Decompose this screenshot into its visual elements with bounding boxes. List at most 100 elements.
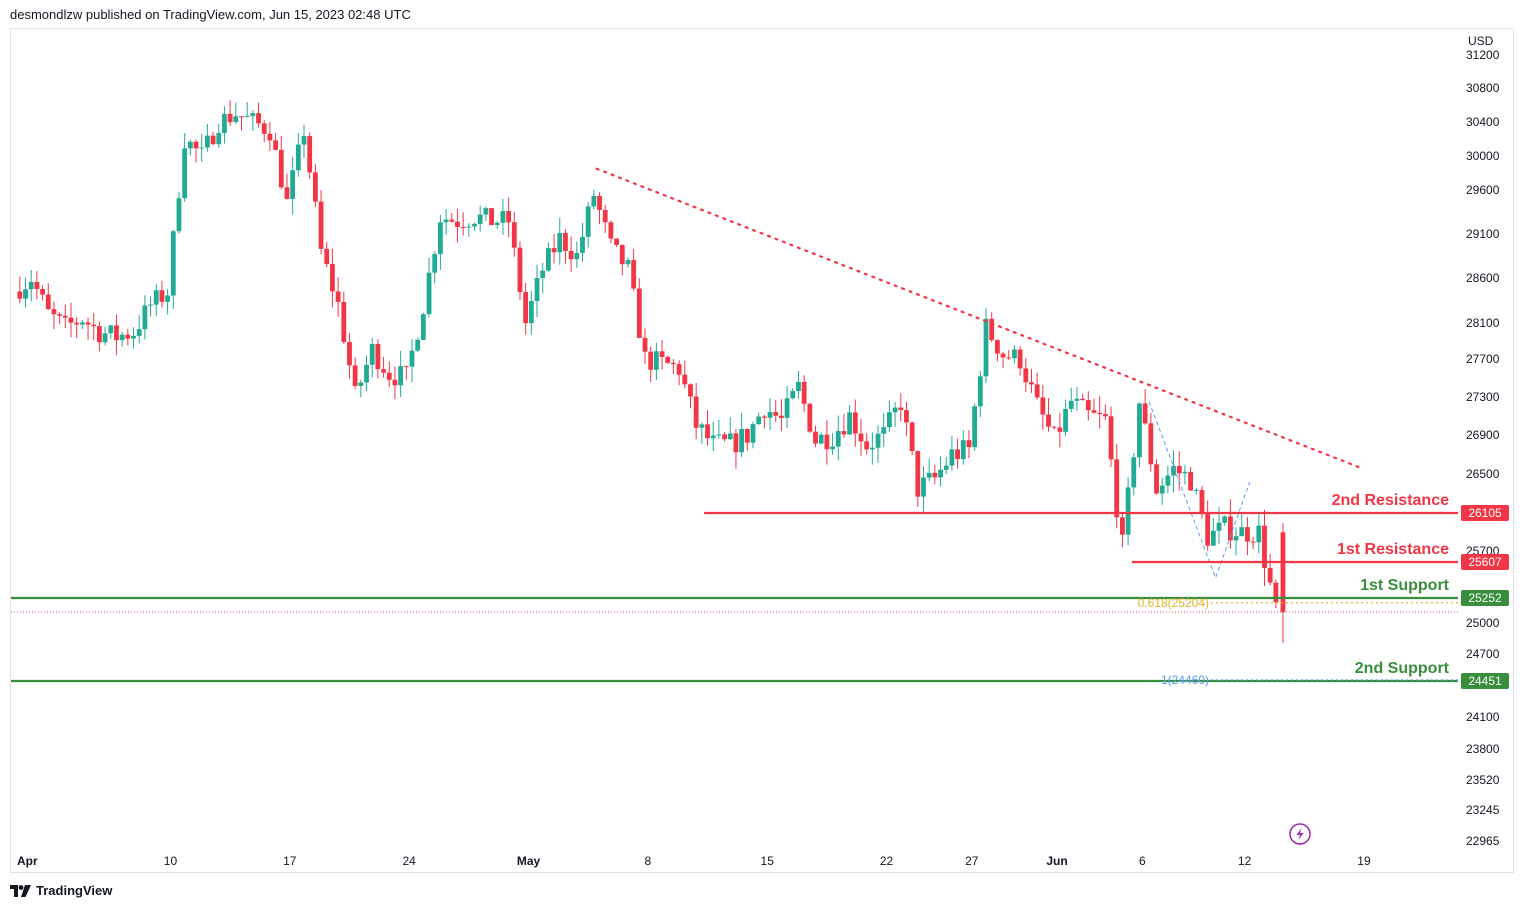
candle-body bbox=[250, 113, 256, 117]
time-tick-label: 24 bbox=[402, 854, 416, 868]
candle-body bbox=[267, 133, 273, 141]
chart-frame[interactable]: 2nd Resistance 1st Resistance 1st Support 2… bbox=[10, 28, 1514, 873]
candle bbox=[761, 414, 767, 429]
candle bbox=[540, 262, 546, 294]
candle bbox=[824, 420, 830, 465]
price-tick-label: 23520 bbox=[1466, 773, 1500, 787]
candle-body bbox=[1256, 525, 1262, 543]
candle bbox=[886, 400, 892, 432]
candle bbox=[1182, 464, 1188, 485]
candle-body bbox=[45, 294, 51, 310]
candle-body bbox=[108, 325, 114, 334]
candle bbox=[182, 133, 188, 202]
candle bbox=[97, 321, 102, 352]
candle-body bbox=[227, 113, 233, 123]
candle bbox=[295, 132, 301, 177]
candle bbox=[557, 217, 563, 265]
candle-body bbox=[102, 333, 108, 343]
fib-label: 1(24460) bbox=[1161, 673, 1209, 687]
candle bbox=[904, 402, 909, 437]
candle bbox=[1085, 391, 1091, 421]
candle-body bbox=[921, 477, 926, 497]
candle-body bbox=[807, 403, 813, 432]
candle bbox=[892, 402, 898, 428]
candle bbox=[91, 312, 97, 341]
candle bbox=[1091, 398, 1097, 414]
candle-body bbox=[648, 351, 654, 370]
candle bbox=[511, 211, 517, 257]
candle bbox=[364, 355, 369, 392]
candle bbox=[1074, 387, 1080, 411]
price-chart[interactable]: 2nd Resistance 1st Resistance 1st Support 2… bbox=[11, 29, 1513, 872]
candle-body bbox=[318, 201, 324, 249]
candle-body bbox=[307, 136, 313, 173]
candle bbox=[210, 131, 216, 146]
candle-body bbox=[608, 222, 614, 239]
candle-body bbox=[784, 398, 790, 418]
candle-body bbox=[233, 116, 239, 123]
candle-body bbox=[278, 149, 284, 188]
candle bbox=[671, 359, 676, 375]
candle-body bbox=[483, 208, 489, 215]
candle-body bbox=[983, 318, 989, 377]
candle-body bbox=[989, 318, 995, 341]
time-tick-label: 10 bbox=[164, 854, 178, 868]
candle-body bbox=[869, 447, 875, 450]
candle-body bbox=[364, 364, 369, 383]
candle bbox=[796, 370, 801, 399]
candle bbox=[830, 433, 835, 455]
candle bbox=[199, 133, 205, 162]
time-tick-label: 12 bbox=[1238, 854, 1252, 868]
candle-body bbox=[756, 416, 762, 425]
candle bbox=[869, 432, 875, 465]
candle-body bbox=[438, 222, 443, 255]
lightning-badge-icon[interactable] bbox=[1289, 823, 1311, 845]
candle bbox=[926, 458, 932, 482]
time-tick-label: May bbox=[517, 854, 541, 868]
candle bbox=[932, 464, 938, 485]
price-tag-bg bbox=[1461, 505, 1509, 521]
candle-body bbox=[1034, 384, 1040, 398]
candle bbox=[1000, 352, 1006, 369]
candle-body bbox=[938, 469, 943, 478]
price-tick-label: 23245 bbox=[1466, 803, 1500, 817]
candle bbox=[324, 242, 330, 268]
candle-body bbox=[472, 223, 477, 227]
price-tick-label: 29100 bbox=[1466, 227, 1500, 241]
candle bbox=[1029, 368, 1034, 393]
candle-body bbox=[301, 136, 307, 145]
candle bbox=[1114, 444, 1120, 529]
descending-trendline bbox=[595, 167, 1366, 471]
candle-body bbox=[733, 433, 739, 453]
candle bbox=[415, 337, 421, 352]
candle-body bbox=[1017, 349, 1023, 369]
candle-body bbox=[642, 337, 648, 352]
candle-body bbox=[386, 372, 392, 380]
candle bbox=[489, 207, 494, 226]
footer-logo[interactable]: TradingView bbox=[10, 883, 112, 898]
candle-body bbox=[688, 384, 693, 397]
price-tick-label: 27300 bbox=[1466, 390, 1500, 404]
candle bbox=[813, 425, 818, 448]
price-tick-label: 28100 bbox=[1466, 316, 1500, 330]
candle-body bbox=[722, 434, 727, 440]
candle-body bbox=[51, 309, 57, 315]
candle-body bbox=[79, 322, 85, 325]
candle-body bbox=[915, 451, 921, 497]
candle-body bbox=[841, 431, 847, 435]
candle-body bbox=[949, 449, 955, 466]
candle bbox=[705, 410, 710, 446]
candle bbox=[648, 346, 654, 382]
candle bbox=[716, 419, 722, 439]
candle bbox=[722, 431, 727, 442]
level-label: 2nd Resistance bbox=[1332, 492, 1449, 509]
candle bbox=[682, 360, 688, 389]
candle bbox=[307, 132, 313, 179]
candle-body bbox=[1051, 426, 1057, 428]
candle-body bbox=[1108, 416, 1114, 460]
candle bbox=[523, 282, 529, 335]
candle bbox=[1188, 466, 1194, 491]
candle-body bbox=[1210, 530, 1216, 546]
candle-body bbox=[97, 326, 102, 343]
candle bbox=[341, 291, 347, 345]
